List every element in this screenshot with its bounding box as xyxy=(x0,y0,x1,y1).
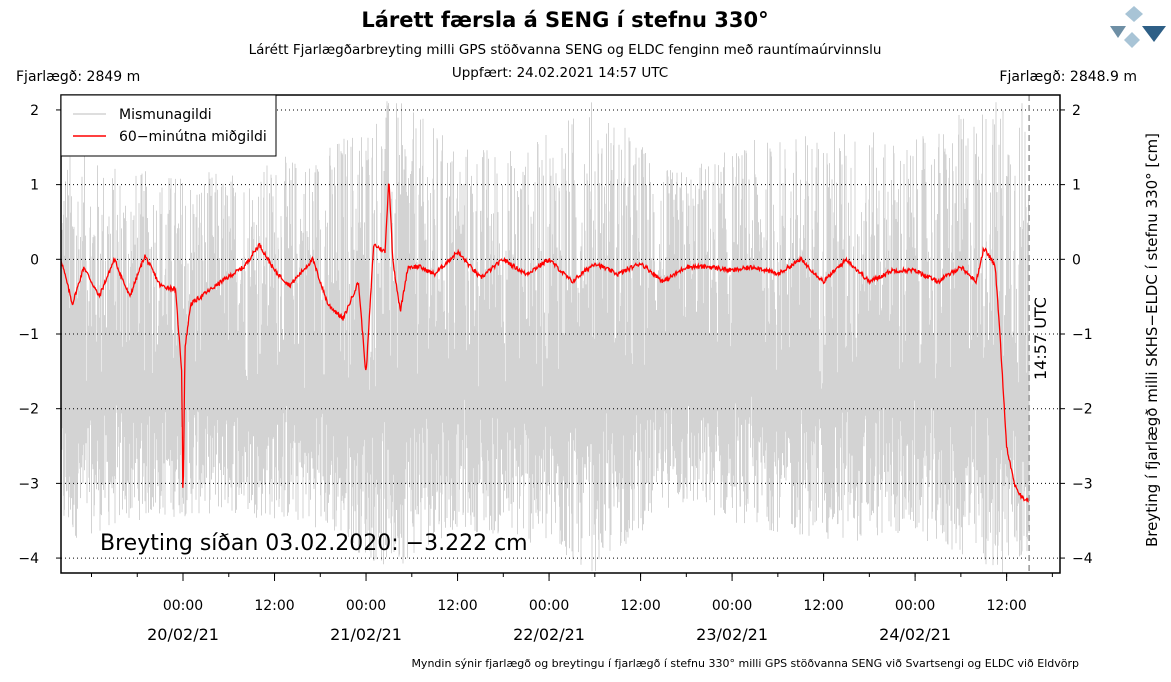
median-series xyxy=(60,183,1030,504)
vedur-logo-icon xyxy=(1110,6,1166,48)
y-tick-label-right: 1 xyxy=(1072,178,1081,194)
y-axis-label: Breyting í fjarlægð milli SKHS−ELDC í st… xyxy=(1143,133,1161,547)
x-tick-time-label: 12:00 xyxy=(620,598,660,614)
y-tick-label-left: 1 xyxy=(30,178,39,194)
y-tick-label-left: −4 xyxy=(18,551,39,567)
x-tick-time-label: 12:00 xyxy=(437,598,477,614)
x-tick-date-label: 24/02/21 xyxy=(879,625,951,644)
distance-end-label: Fjarlægð: 2848.9 m xyxy=(999,69,1137,85)
grid xyxy=(61,109,1060,559)
y-tick-label-right: −3 xyxy=(1072,476,1093,492)
x-tick-time-label: 00:00 xyxy=(895,598,935,614)
x-tick-time-label: 12:00 xyxy=(254,598,294,614)
x-tick-time-label: 00:00 xyxy=(712,598,752,614)
updated-timestamp: Uppfært: 24.02.2021 14:57 UTC xyxy=(451,65,669,81)
legend: Mismunagildi 60−minútna miðgildi xyxy=(60,94,277,157)
chart-subtitle: Lárétt Fjarlægðarbreyting milli GPS stöð… xyxy=(248,42,882,58)
raw-values-series xyxy=(60,101,1030,573)
x-tick-date-label: 23/02/21 xyxy=(696,625,768,644)
marker-label: 14:57 UTC xyxy=(1031,297,1050,380)
y-tick-label-left: 0 xyxy=(30,252,39,268)
x-tick-time-label: 00:00 xyxy=(346,598,386,614)
y-tick-label-left: 2 xyxy=(30,103,39,119)
x-tick-time-label: 12:00 xyxy=(803,598,843,614)
median-line xyxy=(60,183,1030,504)
x-tick-date-label: 21/02/21 xyxy=(330,625,402,644)
legend-raw-label: Mismunagildi xyxy=(119,107,212,123)
y-tick-label-left: −2 xyxy=(18,402,39,418)
y-tick-label-right: −4 xyxy=(1072,551,1093,567)
y-tick-label-right: −1 xyxy=(1072,327,1093,343)
legend-box xyxy=(60,94,277,157)
raw-values-line xyxy=(60,101,1030,573)
chart-title: Lárett færsla á SENG í stefnu 330° xyxy=(361,8,769,32)
x-axis: 00:00 20/02/21 12:00 00:00 21/02/21 12:00 00:0… xyxy=(91,573,1053,644)
x-tick-date-label: 20/02/21 xyxy=(147,625,219,644)
y-tick-label-right: 0 xyxy=(1072,252,1081,268)
y-tick-label-left: −1 xyxy=(18,327,39,343)
y-tick-label-left: −3 xyxy=(18,476,39,492)
y-tick-label-right: −2 xyxy=(1072,402,1093,418)
legend-median-label: 60−minútna miðgildi xyxy=(119,129,267,145)
y-tick-label-right: 2 xyxy=(1072,103,1081,119)
x-tick-time-label: 00:00 xyxy=(163,598,203,614)
change-annotation: Breyting síðan 03.02.2020: −3.222 cm xyxy=(100,531,528,556)
x-tick-time-label: 12:00 xyxy=(986,598,1026,614)
distance-start-label: Fjarlægð: 2849 m xyxy=(16,69,141,85)
x-tick-date-label: 22/02/21 xyxy=(513,625,585,644)
x-tick-time-label: 00:00 xyxy=(529,598,569,614)
y-axis: 2 2 1 1 0 0 −1 −1 −2 −2 −3 −3 −4 −4 xyxy=(18,103,1092,567)
footnote: Myndin sýnir fjarlægð og breytingu í fja… xyxy=(411,657,1079,670)
